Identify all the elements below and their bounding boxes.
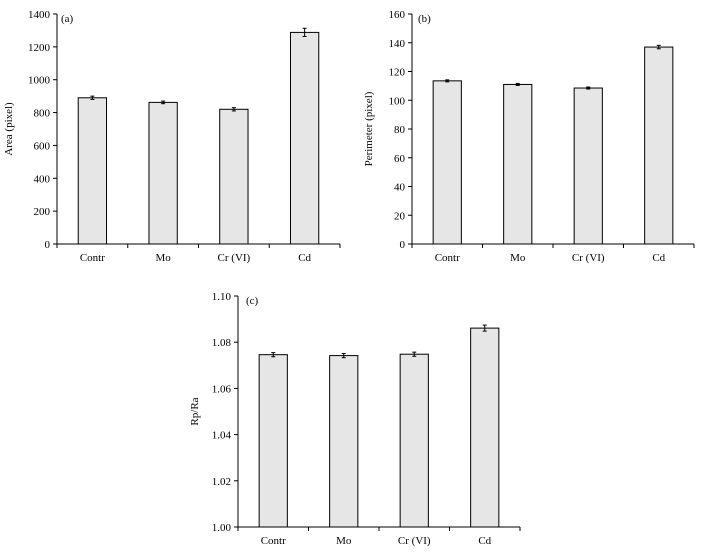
panel-a-area-chart: 0 200 400 600 800 1000 1200 1400 Contr Mo Cr (VI) C… xyxy=(3,9,341,264)
y-tick-label: 1000 xyxy=(28,75,51,87)
y-tick-label: 800 xyxy=(34,108,51,120)
bar xyxy=(289,31,320,245)
panel-b-perimeter-chart: 0 20 40 60 80 100 120 140 160 Contr Mo Cr (VI) Cd Per… xyxy=(363,9,695,264)
y-tick-label: 1200 xyxy=(28,42,51,54)
y-tick-label: 1.08 xyxy=(212,337,232,349)
y-tick-label: 1.00 xyxy=(212,522,232,534)
x-category-label: Cr (VI) xyxy=(398,535,431,547)
y-tick-label: 1.10 xyxy=(212,291,232,303)
bar xyxy=(258,354,288,528)
y-tick-label: 1.04 xyxy=(212,430,232,442)
y-tick-label: 200 xyxy=(34,206,51,218)
x-category-label: Mo xyxy=(155,252,171,264)
panel-c-rp-ra-chart: 1.00 1.02 1.04 1.06 1.08 1.10 Contr Mo Cr (VI) Cd… xyxy=(189,291,521,547)
y-axis-title: Rp/Ra xyxy=(189,397,201,425)
y-tick-label: 100 xyxy=(389,95,406,107)
x-category-label: Cr (VI) xyxy=(218,252,251,264)
y-tick-label: 1.06 xyxy=(212,383,232,395)
y-tick-label: 600 xyxy=(34,140,51,152)
x-category-label: Cd xyxy=(478,535,491,547)
y-axis-title: Perimeter (pixel) xyxy=(363,91,375,166)
bar xyxy=(148,101,178,245)
x-category-label: Cd xyxy=(652,252,665,264)
bar xyxy=(470,327,500,528)
y-tick-label: 60 xyxy=(394,153,406,165)
x-category-label: Mo xyxy=(510,252,526,264)
y-tick-label: 400 xyxy=(34,173,51,185)
panel-label: (a) xyxy=(61,13,74,25)
bar xyxy=(432,80,462,245)
x-category-label: Cd xyxy=(298,252,311,264)
y-tick-label: 120 xyxy=(389,67,406,79)
y-axis-title: Area (pixel) xyxy=(3,102,15,156)
x-category-label: Contr xyxy=(80,252,105,264)
y-tick-label: 0 xyxy=(400,239,406,251)
bar xyxy=(399,353,429,528)
y-tick-label: 20 xyxy=(394,210,406,222)
y-tick-label: 0 xyxy=(45,239,51,251)
y-tick-label: 1400 xyxy=(28,9,51,21)
x-category-label: Contr xyxy=(261,535,286,547)
y-tick-label: 1.02 xyxy=(212,476,231,488)
bar xyxy=(77,97,108,245)
panel-label: (b) xyxy=(418,13,431,25)
bar xyxy=(329,355,359,528)
panel-label: (c) xyxy=(246,295,259,307)
bar xyxy=(503,83,533,245)
y-tick-label: 160 xyxy=(389,9,406,21)
bar xyxy=(219,108,249,245)
bar xyxy=(573,87,603,245)
y-tick-label: 40 xyxy=(394,182,406,194)
x-category-label: Cr (VI) xyxy=(572,252,605,264)
x-category-label: Mo xyxy=(336,535,352,547)
bar xyxy=(644,46,674,245)
y-tick-label: 140 xyxy=(389,38,406,50)
y-tick-label: 80 xyxy=(394,124,406,136)
x-category-label: Contr xyxy=(435,252,460,264)
